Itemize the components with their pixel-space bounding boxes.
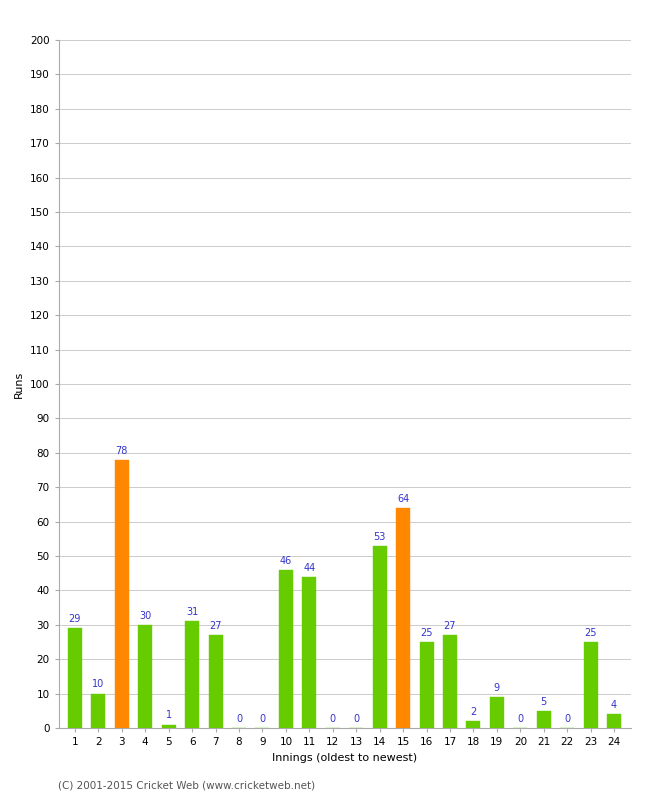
Text: 10: 10 <box>92 679 105 690</box>
Bar <box>279 570 293 728</box>
Text: (C) 2001-2015 Cricket Web (www.cricketweb.net): (C) 2001-2015 Cricket Web (www.cricketwe… <box>58 781 316 790</box>
Text: 1: 1 <box>166 710 172 721</box>
Text: 0: 0 <box>259 714 265 724</box>
Bar <box>115 460 129 728</box>
Bar <box>138 625 152 728</box>
Text: 46: 46 <box>280 556 292 566</box>
Text: 0: 0 <box>353 714 359 724</box>
Y-axis label: Runs: Runs <box>14 370 24 398</box>
Bar <box>419 642 434 728</box>
Bar <box>584 642 598 728</box>
Bar <box>91 694 105 728</box>
Bar <box>162 725 176 728</box>
Text: 2: 2 <box>471 707 476 717</box>
Text: 9: 9 <box>494 683 500 693</box>
Text: 64: 64 <box>397 494 410 504</box>
Bar <box>209 635 222 728</box>
X-axis label: Innings (oldest to newest): Innings (oldest to newest) <box>272 753 417 762</box>
Text: 0: 0 <box>517 714 523 724</box>
Bar <box>302 577 317 728</box>
Bar <box>537 710 551 728</box>
Text: 53: 53 <box>374 531 386 542</box>
Bar <box>372 546 387 728</box>
Text: 30: 30 <box>139 610 151 621</box>
Text: 25: 25 <box>584 628 597 638</box>
Text: 44: 44 <box>303 562 315 573</box>
Bar <box>68 628 82 728</box>
Text: 5: 5 <box>541 697 547 706</box>
Text: 0: 0 <box>236 714 242 724</box>
Text: 27: 27 <box>444 621 456 631</box>
Text: 27: 27 <box>209 621 222 631</box>
Bar <box>467 721 480 728</box>
Text: 78: 78 <box>116 446 128 455</box>
Bar <box>185 622 199 728</box>
Text: 25: 25 <box>421 628 433 638</box>
Bar <box>443 635 457 728</box>
Bar <box>396 508 410 728</box>
Text: 0: 0 <box>330 714 336 724</box>
Text: 31: 31 <box>186 607 198 618</box>
Text: 4: 4 <box>611 700 617 710</box>
Text: 29: 29 <box>69 614 81 624</box>
Text: 0: 0 <box>564 714 570 724</box>
Bar <box>490 697 504 728</box>
Bar <box>607 714 621 728</box>
